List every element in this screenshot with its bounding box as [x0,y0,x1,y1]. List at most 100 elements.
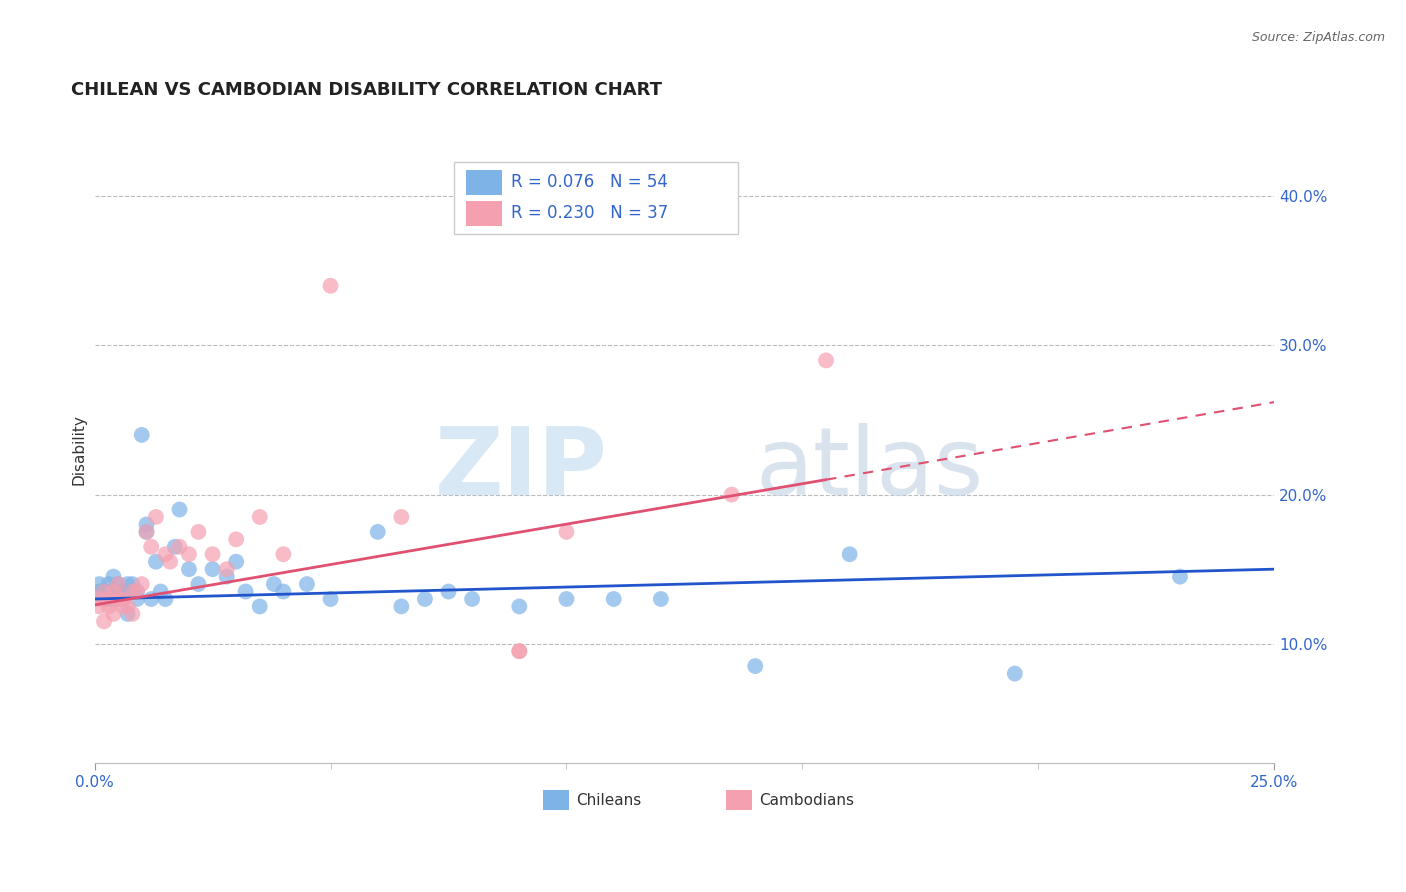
Y-axis label: Disability: Disability [72,415,86,485]
Point [602,592,624,607]
Point [111,592,134,607]
Point [97,592,120,607]
Point [263,577,285,591]
Point [225,555,247,569]
Point [141,540,163,554]
Point [650,592,672,607]
Point [319,592,342,607]
Point [169,540,191,554]
Point [201,547,224,561]
Point [225,533,247,547]
Point [111,592,134,607]
Point [177,562,200,576]
Point [103,592,125,607]
Point [155,547,177,561]
Point [107,584,129,599]
Point [121,584,143,599]
Point [93,584,115,599]
Point [838,547,860,561]
Point [97,584,120,599]
Point [169,502,191,516]
Bar [725,790,752,810]
Point [117,577,139,591]
Point [187,524,209,539]
Point [141,592,163,607]
Point [125,584,148,599]
Point [111,599,134,614]
Bar [467,169,502,195]
Point [367,524,389,539]
Point [273,584,295,599]
Text: Chileans: Chileans [576,792,641,807]
Point [555,592,578,607]
Point [103,607,125,621]
Point [235,584,257,599]
Point [201,562,224,576]
Point [389,599,412,614]
Point [125,584,148,599]
Point [125,592,148,607]
Point [215,562,238,576]
Text: Source: ZipAtlas.com: Source: ZipAtlas.com [1251,31,1385,45]
Point [461,592,484,607]
Point [413,592,436,607]
Text: CHILEAN VS CAMBODIAN DISABILITY CORRELATION CHART: CHILEAN VS CAMBODIAN DISABILITY CORRELAT… [70,81,662,99]
Point [155,592,177,607]
Point [117,599,139,614]
Point [103,569,125,583]
Point [93,592,115,607]
Point [121,584,143,599]
Point [177,547,200,561]
Point [93,584,115,599]
Point [107,577,129,591]
Text: R = 0.230   N = 37: R = 0.230 N = 37 [510,204,668,222]
Bar [543,790,569,810]
Point [107,577,129,591]
Point [89,577,111,591]
Point [744,659,766,673]
Point [121,577,143,591]
Point [135,524,157,539]
Point [389,510,412,524]
Point [131,577,153,591]
Point [508,599,530,614]
Point [815,353,838,368]
Point [103,584,125,599]
Point [159,555,181,569]
Point [215,569,238,583]
Bar [467,202,502,227]
Point [111,584,134,599]
Point [89,599,111,614]
Text: atlas: atlas [755,423,984,515]
Point [555,524,578,539]
Point [103,584,125,599]
Point [163,540,186,554]
Point [295,577,318,591]
Point [145,510,167,524]
Point [89,584,111,599]
Point [249,599,271,614]
Point [720,487,742,501]
Point [107,592,129,607]
Point [249,510,271,524]
Text: R = 0.076   N = 54: R = 0.076 N = 54 [510,173,668,191]
Text: ZIP: ZIP [434,423,607,515]
Point [145,555,167,569]
Point [508,644,530,658]
Point [117,607,139,621]
Point [97,592,120,607]
Point [508,644,530,658]
Point [273,547,295,561]
Point [89,592,111,607]
Point [97,599,120,614]
Point [131,428,153,442]
Point [93,615,115,629]
Point [149,584,172,599]
Text: Cambodians: Cambodians [759,792,853,807]
FancyBboxPatch shape [454,161,738,234]
Point [135,517,157,532]
Point [319,278,342,293]
Point [135,524,157,539]
Point [1004,666,1026,681]
Point [1168,569,1191,583]
